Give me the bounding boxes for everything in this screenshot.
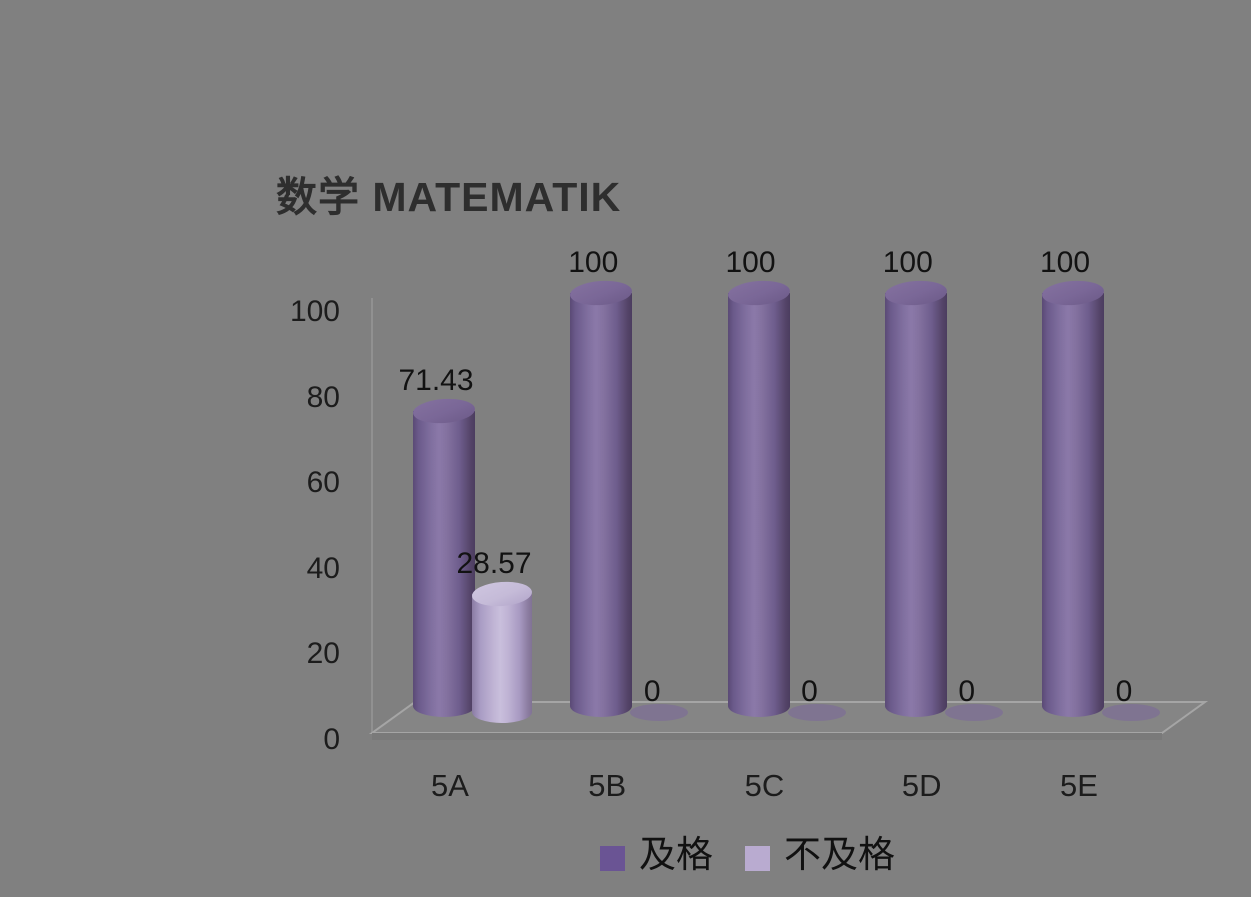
data-label-fail-5D: 0 xyxy=(958,675,976,708)
x-axis-category-label-5E: 5E xyxy=(1060,768,1098,803)
legend-label-fail: 不及格 xyxy=(784,835,895,876)
y-axis-tick-label: 80 xyxy=(306,380,340,414)
data-label-fail-5A: 28.57 xyxy=(456,547,532,580)
x-axis-category-label-5B: 5B xyxy=(588,768,627,803)
y-axis-tick-label: 0 xyxy=(323,723,340,756)
bar-cylinder-fail-5A xyxy=(472,594,532,712)
bar-cylinder-pass-5B xyxy=(570,293,633,706)
zero-disc-fail-5E xyxy=(1102,704,1160,721)
x-axis-category-label-5D: 5D xyxy=(901,768,942,803)
bar-cylinder-pass-5A xyxy=(413,410,475,706)
x-axis-category-label-5A: 5A xyxy=(431,768,469,803)
data-label-pass-5E: 100 xyxy=(1039,246,1091,279)
bar-cylinder-pass-5D xyxy=(884,293,947,706)
zero-disc-fail-5B xyxy=(630,704,689,721)
data-label-fail-5C: 0 xyxy=(801,675,818,708)
x-axis-category-label-5C: 5C xyxy=(744,768,785,803)
chart-legend: 及格 不及格 xyxy=(600,836,913,876)
bar-cylinder-pass-5C xyxy=(727,293,790,706)
data-label-pass-5B: 100 xyxy=(568,246,619,279)
y-axis-tick-label: 20 xyxy=(306,637,340,671)
bar-cylinder-pass-5E xyxy=(1042,293,1104,706)
zero-disc-fail-5D xyxy=(944,704,1003,721)
y-axis-tick-label: 40 xyxy=(306,551,340,585)
chart-floor-front-face xyxy=(372,733,1162,740)
data-label-fail-5E: 0 xyxy=(1115,675,1133,708)
data-label-pass-5A: 71.43 xyxy=(398,363,474,397)
legend-swatch-pass xyxy=(600,845,625,871)
chart-title: 数学 MATEMATIK xyxy=(276,174,622,220)
data-label-pass-5C: 100 xyxy=(725,246,776,279)
legend-label-pass: 及格 xyxy=(639,835,713,876)
y-axis-tick-label: 100 xyxy=(289,295,340,328)
zero-disc-fail-5C xyxy=(787,704,846,721)
data-label-pass-5D: 100 xyxy=(882,246,933,279)
data-label-fail-5B: 0 xyxy=(643,675,661,708)
legend-swatch-fail xyxy=(745,845,770,871)
y-axis-tick-label: 60 xyxy=(306,466,340,500)
